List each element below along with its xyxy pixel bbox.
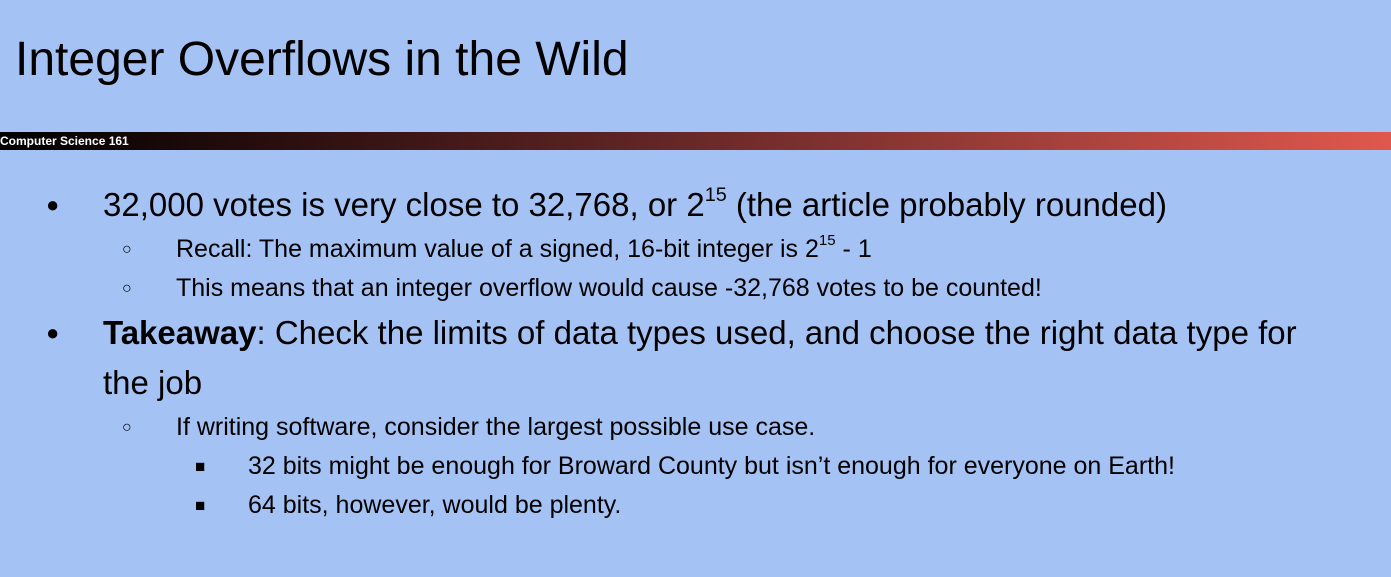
takeaway-label: Takeaway [103,314,257,351]
sub-bullet-software: ○ If writing software, consider the larg… [0,408,1391,447]
sub-bullet-marker: ○ [122,241,132,258]
bullet-votes: ● 32,000 votes is very close to 32,768, … [0,180,1303,230]
sub-bullet-marker: ○ [122,280,132,297]
sub-bullet-recall: ○ Recall: The maximum value of a signed,… [0,230,1391,269]
bullet-marker: ● [46,192,60,217]
sub-bullet-text: This means that an integer overflow woul… [176,274,1042,302]
sub-sub-bullet-text: 32 bits might be enough for Broward Coun… [248,452,1175,480]
course-banner: Computer Science 161 [0,132,1391,150]
sub-bullet-overflow: ○ This means that an integer overflow wo… [0,269,1391,308]
exponent: 15 [818,232,836,250]
sub-sub-bullet-text: 64 bits, however, would be plenty. [248,491,622,519]
slide-title: Integer Overflows in the Wild [15,33,629,86]
bullet-marker: ● [46,320,60,345]
bullet-text: (the article probably rounded) [726,186,1167,223]
bullet-list: ● 32,000 votes is very close to 32,768, … [0,180,1391,525]
sub-bullet-text: If writing software, consider the larges… [176,413,816,441]
exponent: 15 [704,184,727,207]
sub-sub-bullet-64bits: ■ 64 bits, however, would be plenty. [0,486,1391,525]
sub-bullet-text: Recall: The maximum value of a signed, 1… [176,235,819,263]
bullet-text: 32,000 votes is very close to 32,768, or… [103,186,705,223]
sub-sub-bullet-marker: ■ [195,496,206,515]
sub-sub-bullet-marker: ■ [195,457,206,476]
sub-bullet-marker: ○ [122,419,132,436]
bullet-takeaway: ● Takeaway: Check the limits of data typ… [0,308,1303,408]
sub-bullet-text: - 1 [835,235,872,263]
sub-sub-bullet-32bits: ■ 32 bits might be enough for Broward Co… [0,447,1391,486]
banner-label: Computer Science 161 [0,134,129,148]
bullet-text: : Check the limits of data types used, a… [103,314,1297,401]
